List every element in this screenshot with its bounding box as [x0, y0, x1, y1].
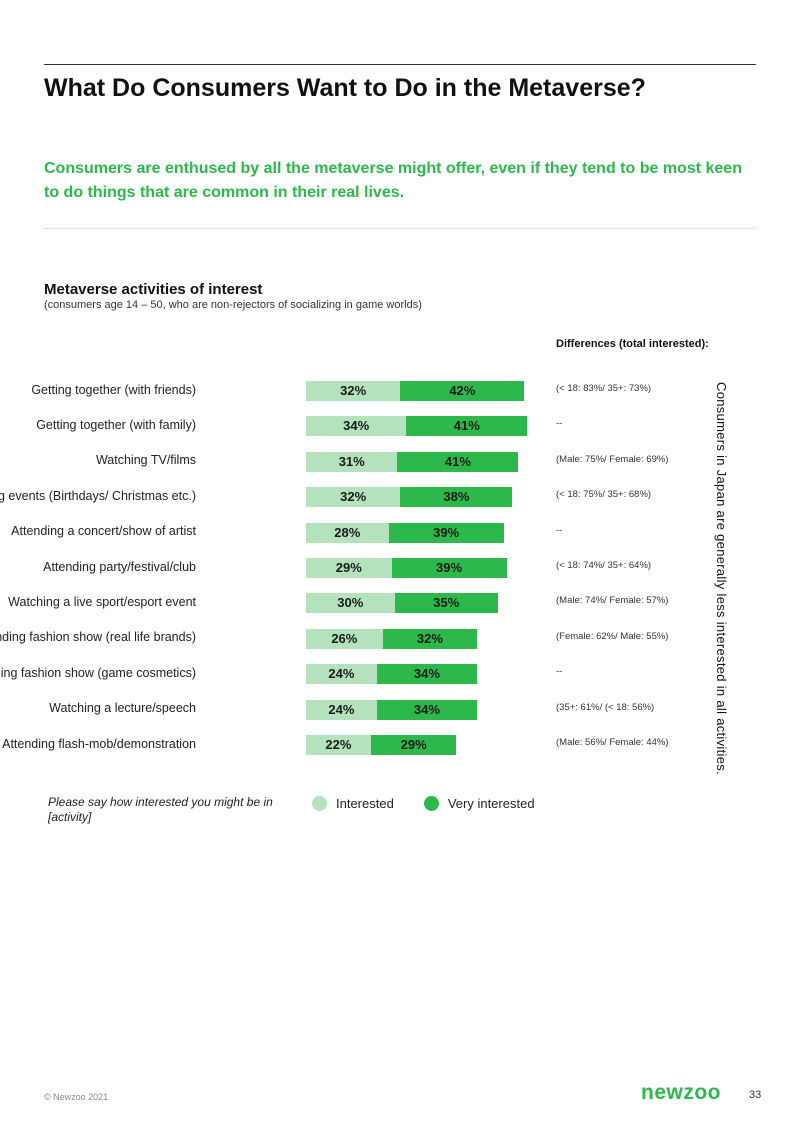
bar-label-interested: 31% — [338, 453, 365, 469]
bar-interested — [306, 522, 389, 543]
copyright: © Newzoo 2021 — [44, 1092, 109, 1102]
bar-very-interested — [376, 699, 478, 720]
bar-very-interested — [394, 593, 498, 614]
bar-very-interested — [400, 381, 525, 401]
chart-row: Getting together (with family) 34% 41% -- — [0, 410, 700, 440]
chart-row: Watching a live sport/esport event 30% 35%… — [0, 587, 700, 617]
category-label: Attending flash-mob/demonstration — [2, 736, 196, 751]
legend-label-interested: Interested — [336, 796, 394, 811]
bar-label-very-interested: 35% — [433, 595, 460, 611]
difference-note: (< 18: 83%/ 35+: 73%) — [556, 383, 652, 394]
bar-interested — [306, 735, 371, 755]
page-title: What Do Consumers Want to Do in the Meta… — [44, 74, 646, 102]
difference-note: (Male: 56%/ Female: 44%) — [556, 737, 669, 748]
bar-interested — [306, 487, 401, 508]
category-label: Attending fashion show (game cosmetics) — [0, 665, 196, 680]
difference-note: (Male: 74%/ Female: 57%) — [556, 595, 669, 607]
chart-legend: Interested Very interested — [312, 796, 565, 811]
bar-label-interested: 26% — [331, 630, 358, 646]
category-label: Hosting events (Birthdays/ Christmas etc… — [0, 488, 196, 503]
legend-item-interested: Interested — [312, 796, 394, 811]
bar-interested — [306, 451, 398, 472]
category-label: Getting together (with friends) — [31, 382, 196, 397]
category-label: Attending a concert/show of artist — [11, 524, 196, 539]
bar-interested — [306, 381, 401, 401]
category-label: Attending fashion show (real life brands… — [0, 630, 196, 645]
bar-label-very-interested: 39% — [436, 560, 463, 575]
bar-label-very-interested: 34% — [413, 701, 440, 717]
chart-row: Attending a concert/show of artist 28% 39%… — [0, 517, 700, 547]
bar-label-very-interested: 41% — [444, 453, 471, 469]
chart-row: Hosting events (Birthdays/ Christmas etc… — [0, 481, 700, 511]
bar-label-very-interested: 29% — [400, 737, 427, 752]
difference-note: -- — [556, 524, 563, 536]
chart-row: Attending fashion show (game cosmetics) 2… — [0, 658, 700, 688]
chart-row: Watching a lecture/speech 24% 34% (35+: 61%… — [0, 694, 700, 724]
bar-label-interested: 34% — [343, 418, 370, 434]
differences-header: Differences (total interested): — [556, 338, 709, 350]
bar-interested — [306, 593, 395, 614]
legend-item-very-interested: Very interested — [423, 796, 535, 811]
category-label: Watching a lecture/speech — [49, 701, 196, 716]
vertical-note: Consumers in Japan are generally less in… — [714, 382, 729, 775]
bar-interested — [306, 558, 392, 578]
chart-row: Attending party/festival/club 29% 39% (< 18… — [0, 552, 700, 582]
difference-note: (Female: 62%/ Male: 55%) — [556, 630, 669, 642]
bar-very-interested — [370, 735, 457, 755]
survey-question: Please say how interested you might be i… — [48, 795, 273, 824]
bar-very-interested — [388, 522, 504, 543]
category-label: Watching TV/films — [95, 453, 196, 468]
legend-dot-interested-icon — [312, 796, 327, 811]
category-label: Getting together (with family) — [36, 417, 196, 432]
bar-very-interested — [400, 487, 513, 508]
bar-label-very-interested: 41% — [453, 418, 480, 434]
chart-subtitle: (consumers age 14 – 50, who are non-reje… — [44, 299, 422, 311]
difference-note: -- — [556, 418, 563, 430]
difference-note: (35+: 61%/ (< 18: 56%) — [556, 701, 655, 713]
bar-label-very-interested: 39% — [433, 524, 460, 540]
bar-label-very-interested: 34% — [413, 666, 440, 682]
difference-note: (< 18: 74%/ 35+: 64%) — [556, 560, 652, 571]
bar-very-interested — [376, 664, 478, 685]
newzoo-logo: newzoo — [641, 1081, 721, 1104]
bar-label-very-interested: 38% — [443, 489, 470, 505]
bar-label-interested: 32% — [340, 383, 367, 398]
bar-label-interested: 32% — [340, 489, 367, 505]
chart-title: Metaverse activities of interest — [44, 281, 263, 298]
chart-row: Attending flash-mob/demonstration 22% 29% (… — [0, 729, 700, 759]
bar-label-interested: 29% — [335, 560, 362, 575]
chart-row: Attending fashion show (real life brands… — [0, 623, 700, 653]
legend-label-very-interested: Very interested — [447, 796, 535, 811]
bar-label-interested: 24% — [328, 666, 355, 682]
chart-row: Getting together (with friends) 32% 42% (< … — [0, 375, 700, 405]
bar-interested — [306, 664, 377, 685]
page-subtitle: Consumers are enthused by all the metave… — [44, 160, 742, 201]
difference-note: (< 18: 75%/ 35+: 68%) — [556, 489, 652, 501]
bar-very-interested — [397, 451, 519, 472]
difference-note: -- — [556, 666, 563, 678]
bar-very-interested — [391, 558, 507, 578]
bar-very-interested — [382, 628, 478, 649]
page-number: 33 — [749, 1089, 762, 1101]
bar-label-interested: 30% — [337, 595, 364, 611]
bar-interested — [306, 628, 383, 649]
top-divider — [44, 64, 756, 65]
bar-label-interested: 22% — [325, 737, 352, 752]
bar-interested — [306, 416, 407, 437]
bar-interested — [306, 699, 377, 720]
difference-note: (Male: 75%/ Female: 69%) — [556, 453, 669, 465]
bar-very-interested — [406, 416, 528, 437]
category-label: Watching a live sport/esport event — [8, 594, 196, 609]
bar-label-very-interested: 42% — [449, 383, 476, 398]
legend-dot-very-interested-icon — [423, 796, 439, 811]
chart-row: Watching TV/films 31% 41% (Male: 75%/ Femal… — [0, 446, 700, 476]
category-label: Attending party/festival/club — [43, 559, 196, 574]
bar-label-interested: 24% — [328, 701, 355, 717]
bar-label-interested: 28% — [334, 524, 361, 540]
section-divider — [44, 228, 756, 229]
bar-label-very-interested: 32% — [416, 630, 443, 646]
